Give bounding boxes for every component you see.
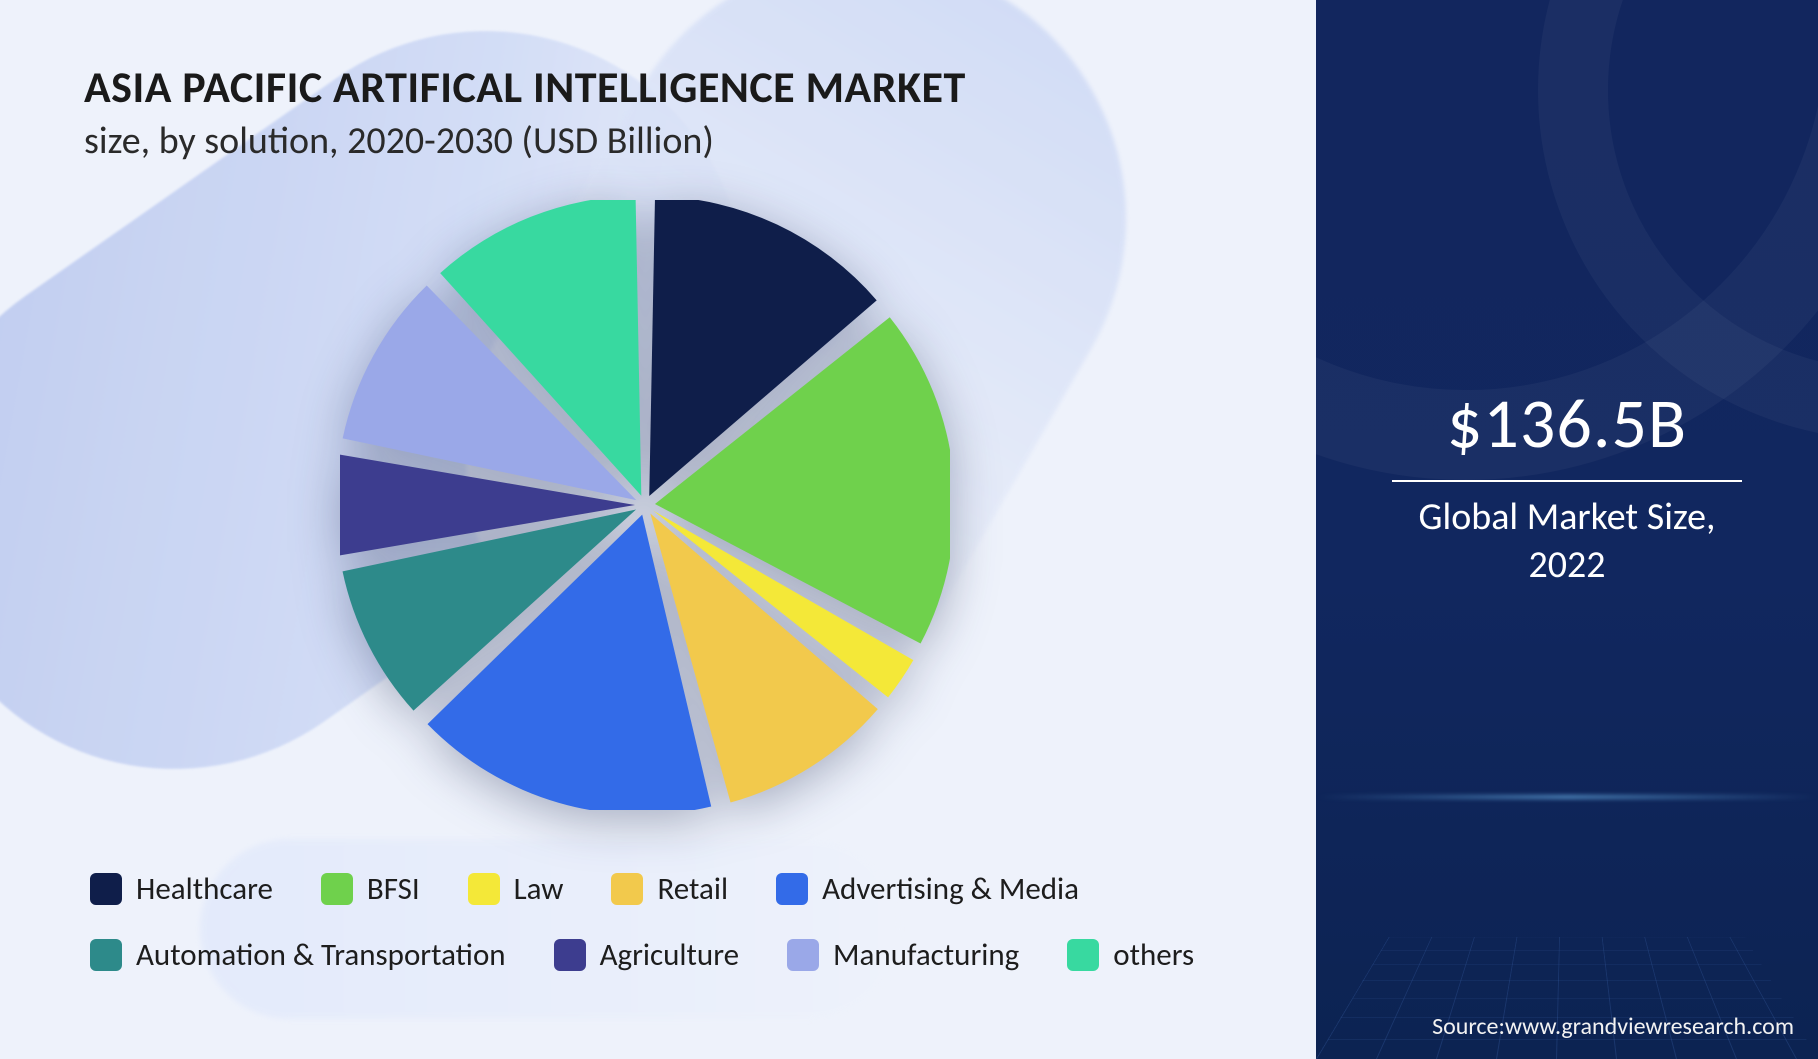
legend-swatch <box>554 939 586 971</box>
stat-value: $136.5B <box>1356 380 1778 466</box>
legend-label: Healthcare <box>136 870 273 908</box>
legend-swatch <box>90 873 122 905</box>
legend-item-retail: Retail <box>611 870 728 908</box>
stat-label: Global Market Size, 2022 <box>1356 494 1778 589</box>
legend-item-law: Law <box>468 870 564 908</box>
legend-item-agriculture: Agriculture <box>554 936 739 974</box>
legend-item-bfsi: BFSI <box>321 870 420 908</box>
stat-label-line2: 2022 <box>1528 542 1605 588</box>
legend-swatch <box>787 939 819 971</box>
stat-block: $136.5B Global Market Size, 2022 <box>1316 380 1818 589</box>
legend-item-advertising-media: Advertising & Media <box>776 870 1079 908</box>
legend-label: BFSI <box>367 870 420 908</box>
legend-item-healthcare: Healthcare <box>90 870 273 908</box>
left-panel: ASIA PACIFIC ARTIFICAL INTELLIGENCE MARK… <box>0 0 1316 1059</box>
stat-label-line1: Global Market Size, <box>1419 494 1716 540</box>
legend-label: Manufacturing <box>833 936 1019 974</box>
legend-swatch <box>321 873 353 905</box>
legend-swatch <box>611 873 643 905</box>
legend-swatch <box>776 873 808 905</box>
page-subtitle: size, by solution, 2020-2030 (USD Billio… <box>84 118 966 164</box>
legend: Healthcare BFSI Law Retail Advertising & Med… <box>90 870 1296 974</box>
stat-divider <box>1392 480 1742 482</box>
legend-label: others <box>1113 936 1194 974</box>
legend-item-manufacturing: Manufacturing <box>787 936 1019 974</box>
bg-horizon-glow <box>1316 795 1818 799</box>
legend-swatch <box>90 939 122 971</box>
source-attribution: Source:www.grandviewresearch.com <box>1432 1012 1794 1041</box>
legend-label: Automation & Transportation <box>136 936 506 974</box>
legend-label: Agriculture <box>600 936 739 974</box>
legend-swatch <box>1067 939 1099 971</box>
legend-item-others: others <box>1067 936 1194 974</box>
legend-label: Law <box>514 870 564 908</box>
header: ASIA PACIFIC ARTIFICAL INTELLIGENCE MARK… <box>84 60 966 164</box>
right-panel: $136.5B Global Market Size, 2022 Source:… <box>1316 0 1818 1059</box>
legend-swatch <box>468 873 500 905</box>
legend-label: Advertising & Media <box>822 870 1079 908</box>
page-title: ASIA PACIFIC ARTIFICAL INTELLIGENCE MARK… <box>84 60 966 114</box>
legend-item-automation-transportation: Automation & Transportation <box>90 936 506 974</box>
legend-label: Retail <box>657 870 728 908</box>
pie-chart <box>340 200 950 810</box>
